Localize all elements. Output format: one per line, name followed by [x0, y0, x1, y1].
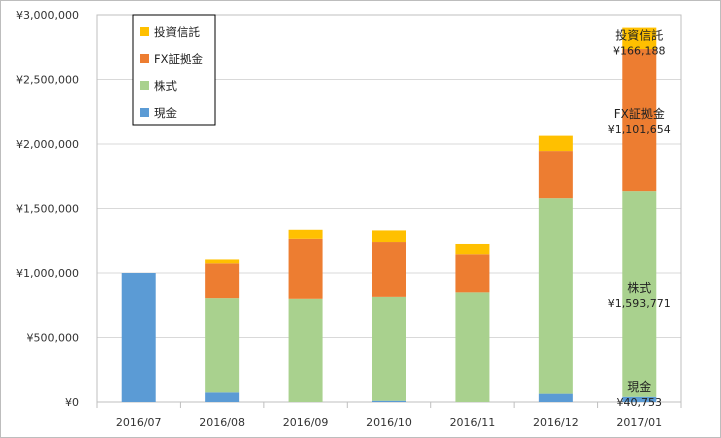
data-label-name: 現金 — [627, 379, 651, 394]
bar-2016-08 — [205, 259, 240, 264]
y-tick-label: ¥1,500,000 — [16, 203, 79, 216]
y-tick-label: ¥3,000,000 — [16, 9, 79, 22]
y-tick-label: ¥2,500,000 — [16, 74, 79, 87]
data-label-name: 株式 — [627, 280, 651, 295]
x-tick-label: 2016/08 — [199, 416, 245, 429]
bar-2016-11 — [455, 254, 490, 293]
data-label-name: 投資信託 — [615, 28, 663, 43]
legend-swatch — [140, 27, 149, 36]
legend-label: FX証拠金 — [154, 52, 203, 66]
bar-2016-12 — [538, 151, 573, 199]
bar-2016-12 — [538, 135, 573, 152]
bar-2017-01 — [622, 191, 657, 397]
bar-2016-09 — [288, 298, 323, 402]
bar-2016-08 — [205, 298, 240, 393]
x-tick-label: 2016/12 — [533, 416, 579, 429]
legend-label: 投資信託 — [154, 25, 200, 39]
legend-label: 現金 — [154, 106, 177, 120]
x-tick-label: 2016/07 — [116, 416, 162, 429]
y-tick-label: ¥2,000,000 — [16, 138, 79, 151]
bar-2016-08 — [205, 392, 240, 402]
data-label-value: ¥40,753 — [617, 396, 663, 409]
data-label-value: ¥1,101,654 — [608, 123, 671, 136]
legend-swatch — [140, 108, 149, 117]
bar-2016-10 — [372, 230, 406, 243]
bar-2016-10 — [372, 400, 406, 402]
y-tick-label: ¥500,000 — [27, 332, 80, 345]
x-tick-label: 2016/10 — [366, 416, 412, 429]
legend-swatch — [140, 81, 149, 90]
data-label-name: FX証拠金 — [614, 106, 665, 121]
y-tick-label: ¥1,000,000 — [16, 267, 79, 280]
data-label-value: ¥1,593,771 — [608, 297, 671, 310]
data-label-value: ¥166,188 — [613, 45, 666, 58]
x-tick-label: 2016/11 — [450, 416, 496, 429]
bar-2016-11 — [455, 243, 490, 255]
bar-2016-12 — [538, 393, 573, 402]
bar-2016-10 — [372, 296, 406, 401]
bar-2016-12 — [538, 198, 573, 394]
x-tick-label: 2017/01 — [616, 416, 662, 429]
bar-2017-01 — [622, 396, 657, 402]
bar-2017-01 — [622, 27, 657, 50]
bar-2016-09 — [288, 229, 323, 239]
bar-2016-08 — [205, 263, 240, 299]
bar-2016-10 — [372, 242, 406, 297]
legend-swatch — [140, 54, 149, 63]
bar-2016-09 — [288, 238, 323, 299]
y-tick-label: ¥0 — [65, 396, 79, 409]
bar-2017-01 — [622, 49, 657, 192]
bar-2016-07 — [121, 273, 156, 402]
x-tick-label: 2016/09 — [283, 416, 329, 429]
bar-2016-11 — [455, 292, 490, 402]
legend-label: 株式 — [154, 79, 177, 93]
